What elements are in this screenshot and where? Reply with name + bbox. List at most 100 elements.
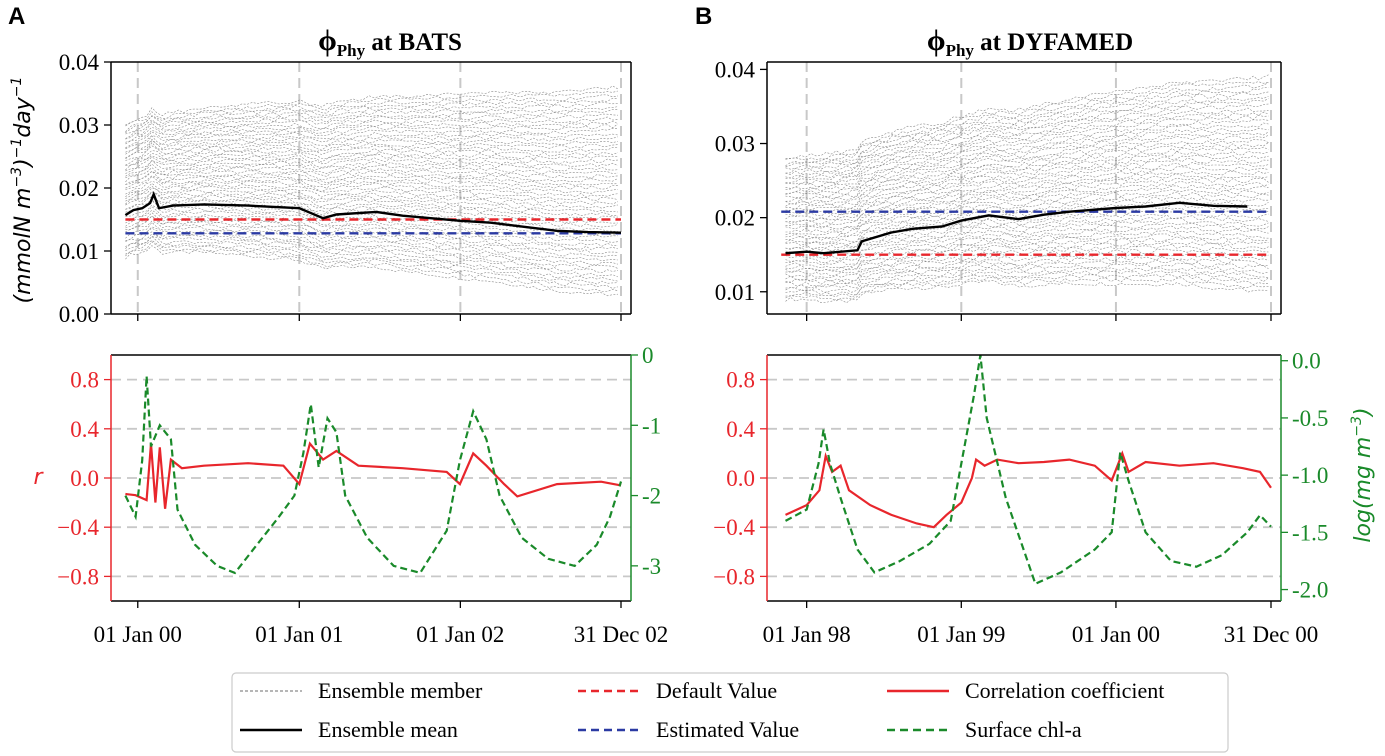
- B-top-ensemble-member: [785, 96, 1269, 174]
- A-top-ensemble-member: [125, 235, 618, 285]
- B-top-ensemble-member: [785, 240, 1269, 273]
- B-top-ensemble-member: [785, 74, 1269, 159]
- B-top-ytick-label: 0.03: [715, 132, 755, 157]
- A-top-ensemble-member: [125, 157, 619, 174]
- legend-item-default: Default Value: [578, 678, 777, 703]
- A-top-ytick-label: 0.00: [59, 302, 99, 327]
- B-bottom-y2tick-label: -1.5: [1292, 520, 1328, 545]
- B-bottom-correlation-line: [785, 450, 1272, 529]
- B-top-ytick-label: 0.04: [715, 57, 756, 82]
- A-top-ensemble-member: [125, 163, 618, 179]
- B-top-ensemble-member: [785, 217, 1269, 257]
- legend-label-estimated: Estimated Value: [656, 717, 799, 742]
- B-top-ensemble-member: [785, 207, 1269, 249]
- A-top-ensemble-member: [125, 215, 618, 255]
- plots: 0.000.010.020.030.040.010.020.030.04−0.8…: [57, 50, 1328, 647]
- A-top-ensemble-member: [125, 135, 618, 159]
- A-top-ensemble-members: [125, 85, 619, 297]
- B-top-ensemble-member: [785, 150, 1269, 210]
- title-bats: ϕPhy at BATS: [318, 24, 462, 60]
- A-top-ensemble-member: [125, 226, 618, 266]
- A-top-ensemble-member: [125, 191, 618, 213]
- A-top-ensemble-member: [125, 187, 618, 209]
- B-bottom-ytick-label: −0.8: [713, 564, 755, 589]
- A-top-ensemble-member: [125, 143, 618, 161]
- A-top-ensemble-member: [125, 191, 618, 217]
- A-top-ensemble-member: [125, 245, 618, 297]
- legend-item-chl: Surface chl-a: [887, 717, 1082, 742]
- B-top-ensemble-member: [785, 202, 1269, 246]
- B-top-ensemble-member: [785, 114, 1269, 185]
- A-bottom-xtick-label: 01 Jan 02: [416, 622, 504, 647]
- legend-frame: [231, 672, 1229, 753]
- A-top-ensemble-mean-line: [124, 191, 622, 234]
- B-top-ensemble-member: [785, 230, 1269, 266]
- B-top-ensemble-member: [785, 111, 1269, 183]
- B-top-ensemble-member: [785, 166, 1269, 220]
- y2label-part: ): [1351, 407, 1376, 418]
- legend: Ensemble member Default Value Correlatio…: [231, 672, 1229, 753]
- B-bottom-xtick-label: 01 Jan 98: [763, 622, 851, 647]
- legend-label-mean: Ensemble mean: [318, 717, 458, 742]
- A-top-ensemble-member: [125, 241, 618, 292]
- A-bottom-xtick-label: 01 Jan 00: [94, 622, 182, 647]
- legend-item-ensemble: Ensemble member: [240, 678, 483, 703]
- B-top-ensemble-member: [785, 154, 1269, 211]
- B-top-ensemble-member: [785, 189, 1269, 236]
- B-bottom-ytick-label: 0.8: [726, 368, 755, 393]
- A-top-ensemble-member: [125, 94, 618, 133]
- title-dyfamed-rest: at DYFAMED: [974, 29, 1133, 56]
- A-top-ensemble-member: [125, 151, 618, 171]
- B-top-ensemble-members: [785, 74, 1269, 304]
- B-bottom-y2tick-label: -0.5: [1292, 406, 1328, 431]
- A-top-ensemble-member: [125, 185, 619, 205]
- A-bottom-ytick-label: −0.4: [57, 515, 99, 540]
- B-top-ytick-label: 0.01: [715, 280, 755, 305]
- B-top-ensemble-member: [785, 214, 1269, 255]
- A-bottom-ytick-label: 0.8: [70, 368, 99, 393]
- A-bottom-xtick-label: 31 Dec 02: [574, 622, 669, 647]
- A-top-ensemble-member: [125, 220, 618, 258]
- ylabel-top-a-part: day: [11, 96, 36, 137]
- A-top-ensemble-member: [125, 106, 618, 139]
- A-top-ensemble-member: [125, 182, 618, 201]
- A-top-ytick-label: 0.02: [59, 176, 99, 201]
- B-top-ensemble-member: [785, 107, 1269, 180]
- A-top-ensemble-member: [125, 109, 618, 140]
- A-top-ensemble-member: [125, 175, 618, 194]
- A-top-ensemble-member: [125, 139, 618, 160]
- B-bottom-y2tick-label: 0.0: [1292, 349, 1321, 374]
- A-bottom-y2tick-label: -2: [642, 484, 661, 509]
- title-bats-rest: at BATS: [365, 29, 462, 56]
- B-top-ensemble-member: [785, 87, 1269, 168]
- B-top-ensemble-mean-line: [785, 201, 1248, 255]
- ylabel-bottom-a: r: [33, 465, 44, 490]
- B-bottom-y2tick-label: -2.0: [1292, 578, 1328, 603]
- panel-label-b: B: [695, 3, 712, 30]
- B-top-ytick-label: 0.02: [715, 206, 755, 231]
- A-bottom-y2tick-label: -1: [642, 413, 661, 438]
- A-top-ensemble-member: [125, 101, 618, 135]
- B-top-ensemble-member: [785, 267, 1269, 294]
- B-top-ensemble-member: [785, 248, 1269, 278]
- A-top-ensemble-member: [125, 196, 618, 220]
- A-top-ensemble-member: [125, 121, 619, 149]
- B-top-ensemble-member: [785, 98, 1269, 175]
- A-bottom-ytick-label: −0.8: [57, 564, 99, 589]
- A-top-ensemble-member: [125, 90, 618, 127]
- ylabel-top-a-part: −3: [9, 167, 25, 188]
- A-top-ensemble-member: [125, 204, 618, 236]
- B-bottom-xtick-label: 01 Jan 99: [917, 622, 1005, 647]
- B-top-ensemble-member: [785, 146, 1269, 207]
- y2label-part: log(mg m: [1351, 437, 1376, 543]
- legend-item-mean: Ensemble mean: [240, 717, 458, 742]
- B-top-ensemble-member: [785, 103, 1269, 179]
- B-top-ensemble-member: [785, 131, 1269, 195]
- B-top-ensemble-member: [785, 128, 1269, 194]
- A-top-ytick-label: 0.04: [59, 50, 100, 75]
- B-top-ensemble-member: [785, 91, 1269, 170]
- title-dyfamed-symbol: ϕ: [927, 24, 946, 57]
- B-top-ensemble-member: [785, 191, 1269, 239]
- B-top-ensemble-member: [785, 134, 1269, 198]
- A-top-ensemble-member: [125, 175, 618, 190]
